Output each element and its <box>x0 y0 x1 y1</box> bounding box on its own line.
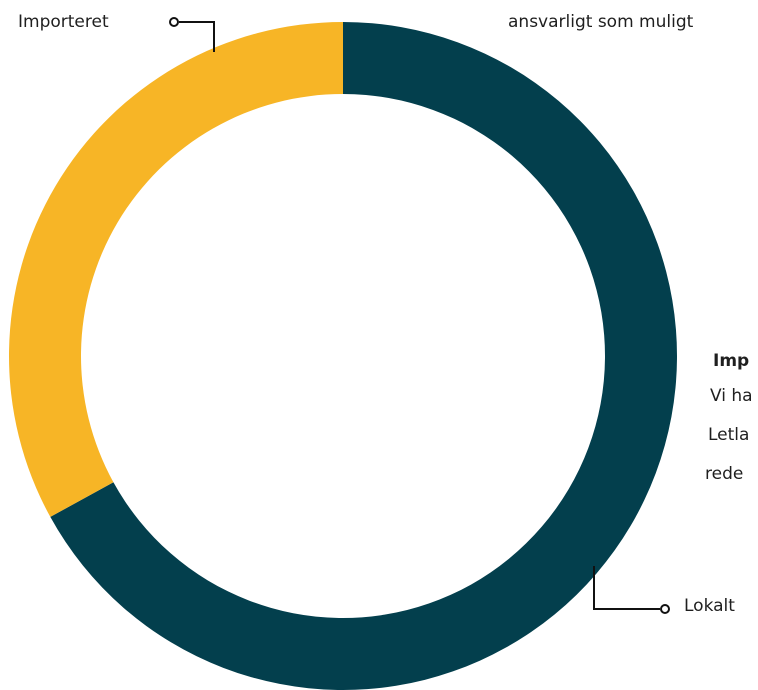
leader-line-importeret <box>179 21 215 52</box>
donut-slice-importeret <box>8 22 343 517</box>
callout-line3-fragment: rede <box>705 464 744 484</box>
top-right-text-fragment: ansvarligt som muligt <box>508 12 694 32</box>
leader-dot-importeret <box>169 17 179 27</box>
callout-title-fragment: Imp <box>713 351 750 371</box>
slice-label-importeret: Importeret <box>18 12 109 32</box>
leader-dot-lokalt <box>660 604 670 614</box>
callout-line1-fragment: Vi ha <box>710 386 753 406</box>
leader-lines <box>169 17 670 614</box>
donut-slices <box>8 22 677 690</box>
leader-line-lokalt <box>593 566 660 610</box>
callout-line2-fragment: Letla <box>708 425 750 445</box>
slice-label-lokalt: Lokalt <box>684 596 735 616</box>
